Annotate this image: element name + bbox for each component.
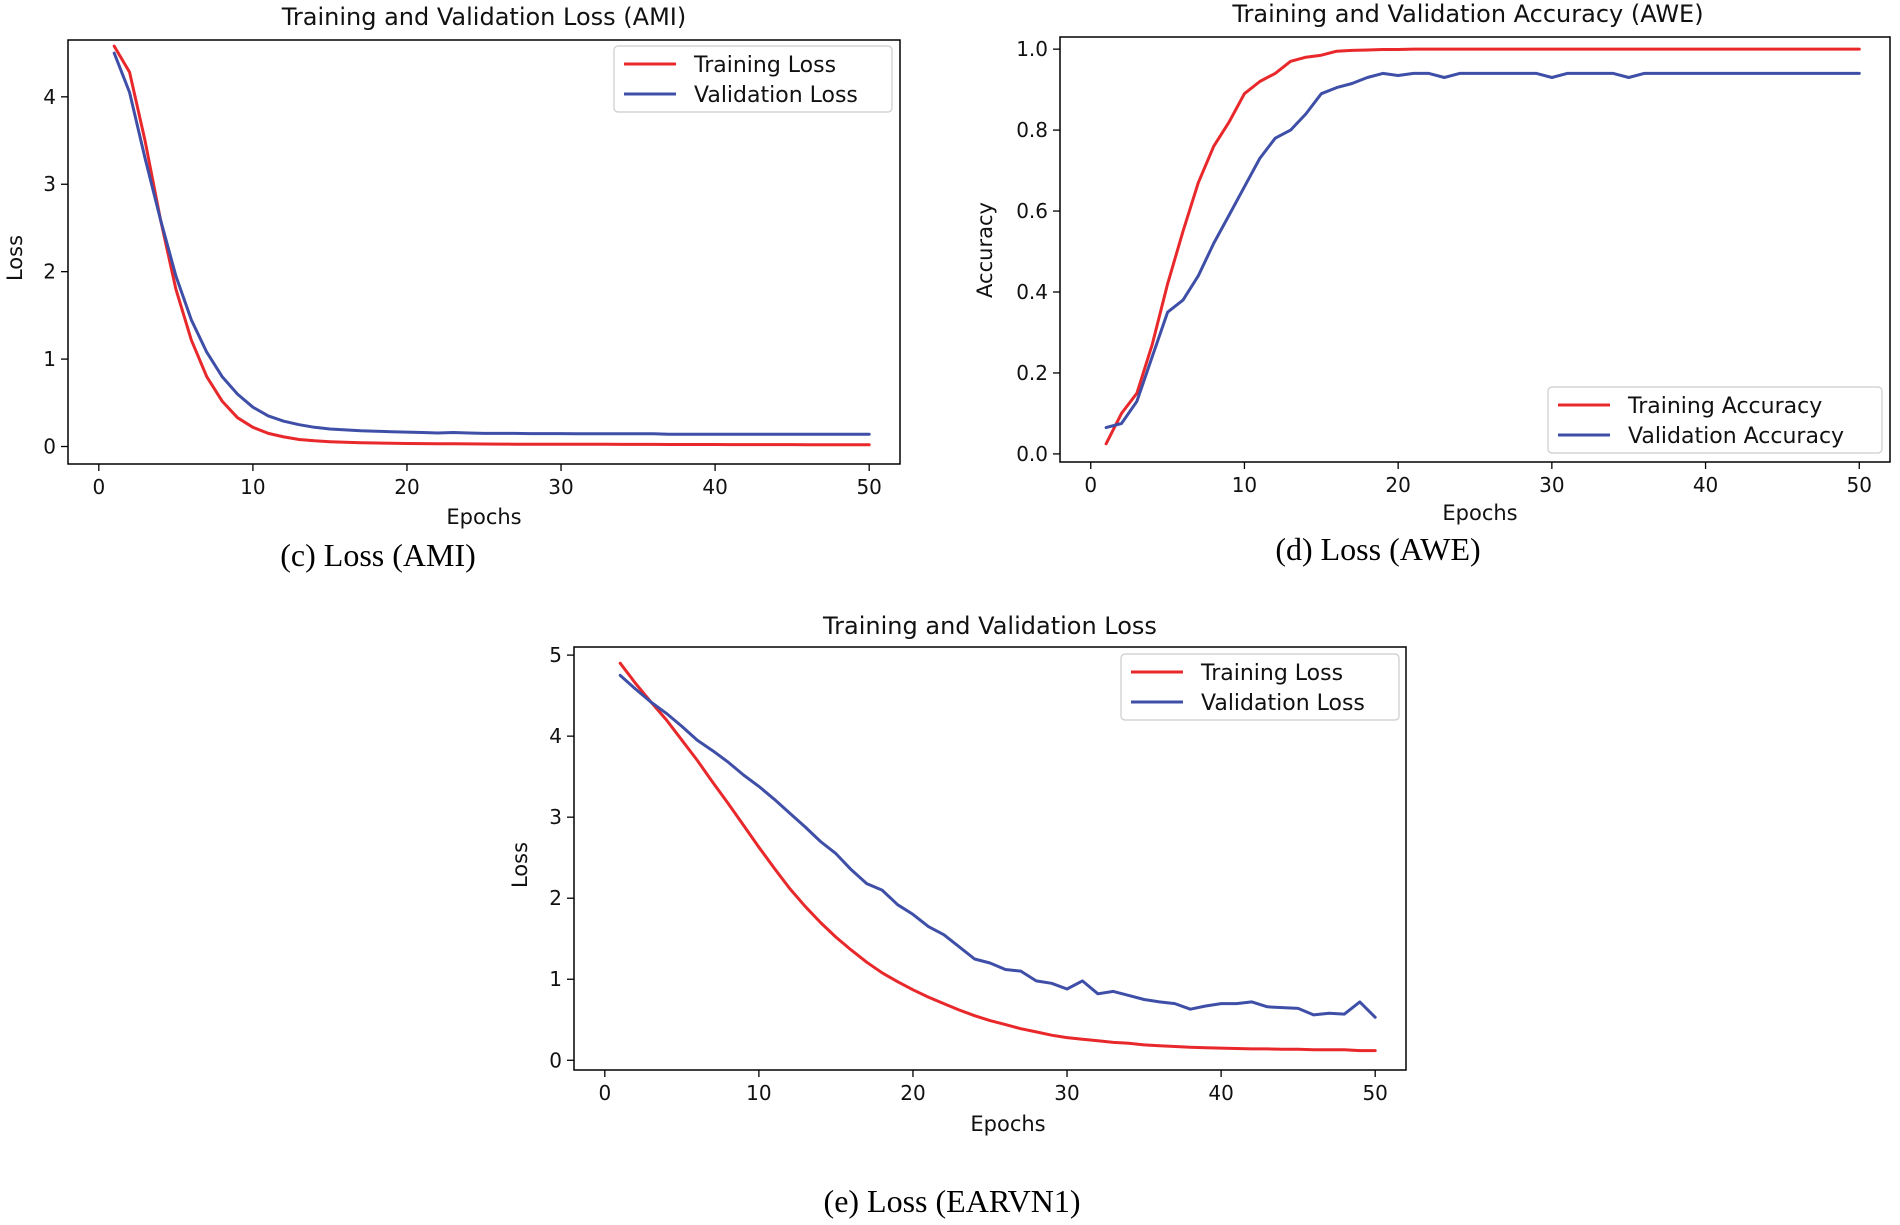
x-tick-label: 0 <box>92 475 105 499</box>
y-tick-label: 3 <box>43 172 56 196</box>
series-lines <box>618 661 1377 1053</box>
y-axis-label: Loss <box>3 235 27 281</box>
legend: Training Loss Validation Loss <box>613 45 893 113</box>
x-tick-label: 10 <box>1232 473 1257 497</box>
legend-label-training: Training Loss <box>1200 661 1343 686</box>
x-tick-label: 40 <box>1208 1081 1233 1105</box>
y-tick-label: 2 <box>549 886 562 910</box>
training-series-line <box>1104 47 1861 446</box>
y-tick-label: 3 <box>549 805 562 829</box>
caption: (c) Loss (AMI) <box>280 537 476 573</box>
y-tick-label: 2 <box>43 260 56 284</box>
x-tick-label: 30 <box>1054 1081 1079 1105</box>
series-lines <box>1104 47 1861 446</box>
legend: Training Loss Validation Loss <box>1120 653 1400 721</box>
x-tick-label: 20 <box>900 1081 925 1105</box>
y-tick-label: 0.4 <box>1016 280 1048 304</box>
axis-ticks: 0 10 20 30 40 50 0.0 0.2 0.4 0.6 0.8 1.0 <box>1016 37 1872 497</box>
caption: (d) Loss (AWE) <box>1275 531 1480 567</box>
chart-title: Training and Validation Loss (AMI) <box>281 3 686 31</box>
y-axis-label: Loss <box>508 842 532 888</box>
y-tick-label: 1 <box>43 347 56 371</box>
legend-box <box>1120 653 1400 721</box>
plot-area <box>67 39 901 465</box>
y-tick-label: 0.2 <box>1016 361 1048 385</box>
chart-title: Training and Validation Loss <box>822 612 1157 640</box>
caption: (e) Loss (EARVN1) <box>824 1183 1081 1219</box>
y-tick-label: 1.0 <box>1016 37 1048 61</box>
x-tick-label: 10 <box>746 1081 771 1105</box>
axis-ticks: 0 10 20 30 40 50 0 1 2 3 4 <box>43 85 882 499</box>
validation-series-line <box>112 51 871 436</box>
y-tick-label: 0.8 <box>1016 118 1048 142</box>
y-tick-label: 5 <box>549 643 562 667</box>
x-axis-label: Epochs <box>970 1112 1045 1136</box>
x-tick-label: 0 <box>598 1081 611 1105</box>
y-axis-label: Accuracy <box>973 202 997 298</box>
y-tick-label: 0 <box>549 1048 562 1072</box>
chart-panel-d: Training and Validation Accuracy (AWE) 0… <box>973 0 1891 567</box>
plot-area <box>573 646 1407 1071</box>
axis-ticks: 0 10 20 30 40 50 0 1 2 3 4 5 <box>549 643 1388 1105</box>
x-axis-label: Epochs <box>1442 501 1517 525</box>
x-tick-label: 30 <box>548 475 573 499</box>
y-tick-label: 4 <box>43 85 56 109</box>
x-tick-label: 50 <box>1362 1081 1387 1105</box>
legend-label-validation: Validation Accuracy <box>1628 424 1844 449</box>
x-tick-label: 50 <box>856 475 881 499</box>
training-series-line <box>112 44 871 447</box>
chart-panel-e: Training and Validation Loss 0 10 20 30 40 50… <box>508 612 1407 1219</box>
x-tick-label: 50 <box>1847 473 1872 497</box>
validation-series-line <box>1104 71 1861 430</box>
legend-box <box>613 45 893 113</box>
plot-area <box>1059 36 1891 463</box>
x-tick-label: 20 <box>394 475 419 499</box>
x-tick-label: 0 <box>1084 473 1097 497</box>
legend-label-validation: Validation Loss <box>1201 691 1365 716</box>
training-series-line <box>618 661 1377 1053</box>
legend-label-training: Training Accuracy <box>1627 394 1822 419</box>
y-tick-label: 0 <box>43 435 56 459</box>
y-tick-label: 1 <box>549 967 562 991</box>
series-lines <box>112 44 871 447</box>
x-axis-label: Epochs <box>446 505 521 529</box>
y-tick-label: 0.6 <box>1016 199 1048 223</box>
x-tick-label: 40 <box>1693 473 1718 497</box>
y-tick-label: 0.0 <box>1016 442 1048 466</box>
x-tick-label: 10 <box>240 475 265 499</box>
chart-panel-c: Training and Validation Loss (AMI) 0 10 20… <box>3 3 901 573</box>
legend: Training Accuracy Validation Accuracy <box>1547 386 1883 454</box>
legend-label-training: Training Loss <box>693 53 836 78</box>
legend-label-validation: Validation Loss <box>694 83 858 108</box>
chart-title: Training and Validation Accuracy (AWE) <box>1231 0 1703 28</box>
x-tick-label: 40 <box>702 475 727 499</box>
validation-series-line <box>618 673 1377 1019</box>
y-tick-label: 4 <box>549 724 562 748</box>
x-tick-label: 30 <box>1539 473 1564 497</box>
legend-box <box>1547 386 1883 454</box>
x-tick-label: 20 <box>1385 473 1410 497</box>
